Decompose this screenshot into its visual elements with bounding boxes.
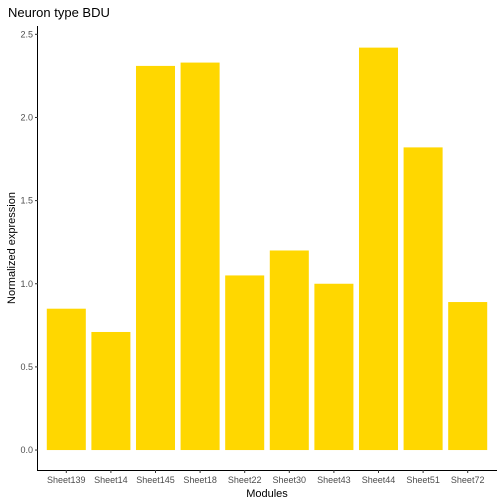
bar-sheet18: [180, 62, 220, 451]
bar-sheet43: [314, 283, 354, 451]
bars: [46, 47, 488, 451]
x-axis: Sheet139 Sheet14 Sheet145 Sheet18 Sheet22 She…: [37, 470, 497, 485]
y-tick-label: 1.0: [20, 279, 33, 289]
x-tick-label: Sheet145: [136, 475, 175, 485]
bar-sheet145: [135, 65, 176, 451]
y-tick-label: 1.5: [20, 196, 33, 206]
x-tick-label: Sheet51: [406, 475, 440, 485]
x-tick-label: Sheet18: [183, 475, 217, 485]
x-axis-title: Modules: [246, 488, 288, 500]
y-tick-label: 2.0: [20, 112, 33, 122]
bar-sheet14: [91, 331, 131, 451]
y-tick-label: 0.0: [20, 445, 33, 455]
y-axis: 0.0 0.5 1.0 1.5 2.0 2.5: [20, 26, 38, 470]
bar-sheet51: [403, 147, 443, 451]
x-tick-label: Sheet139: [47, 475, 86, 485]
x-tick-label: Sheet44: [362, 475, 396, 485]
y-axis-title: Normalized expression: [6, 192, 18, 304]
x-ticks: Sheet139 Sheet14 Sheet145 Sheet18 Sheet22 She…: [47, 470, 484, 485]
x-tick-label: Sheet72: [451, 475, 485, 485]
x-tick-label: Sheet22: [228, 475, 262, 485]
bar-sheet22: [225, 275, 265, 451]
x-tick-label: Sheet14: [94, 475, 128, 485]
x-tick-label: Sheet30: [273, 475, 307, 485]
x-tick-label: Sheet43: [317, 475, 351, 485]
bar-sheet44: [358, 47, 399, 451]
bar-sheet72: [448, 302, 488, 451]
chart-title: Neuron type BDU: [8, 5, 110, 20]
bar-sheet139: [46, 308, 86, 451]
y-tick-label: 2.5: [20, 29, 33, 39]
y-ticks: 0.0 0.5 1.0 1.5 2.0 2.5: [20, 29, 38, 455]
y-tick-label: 0.5: [20, 362, 33, 372]
bar-sheet30: [269, 250, 309, 451]
